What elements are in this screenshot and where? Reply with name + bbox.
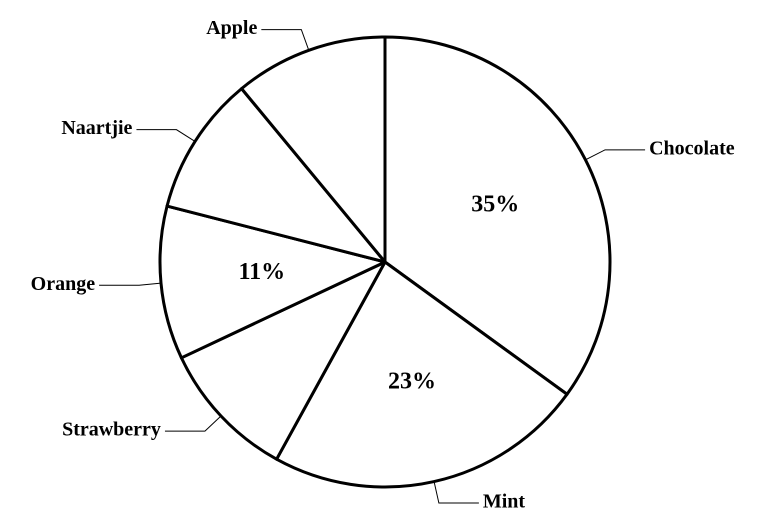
category-label: Chocolate [649,137,735,159]
value-label: 23% [388,368,436,394]
pie-slice [275,260,569,489]
leader-line [261,29,310,51]
category-label: Naartjie [61,117,132,139]
leader-line [99,282,162,286]
value-label: 35% [471,191,519,217]
pie-slice [158,204,387,360]
leader-line [164,415,222,432]
category-label: Apple [206,17,257,39]
leader-line [136,129,196,142]
leader-line [433,481,479,504]
category-label: Strawberry [62,419,161,441]
category-label: Orange [31,273,96,295]
category-label: Mint [483,491,526,513]
pie-slice [165,87,387,264]
leader-line [585,149,646,161]
value-label: 11% [238,259,285,285]
pie-slice [179,260,387,461]
pie-slice [240,35,387,264]
